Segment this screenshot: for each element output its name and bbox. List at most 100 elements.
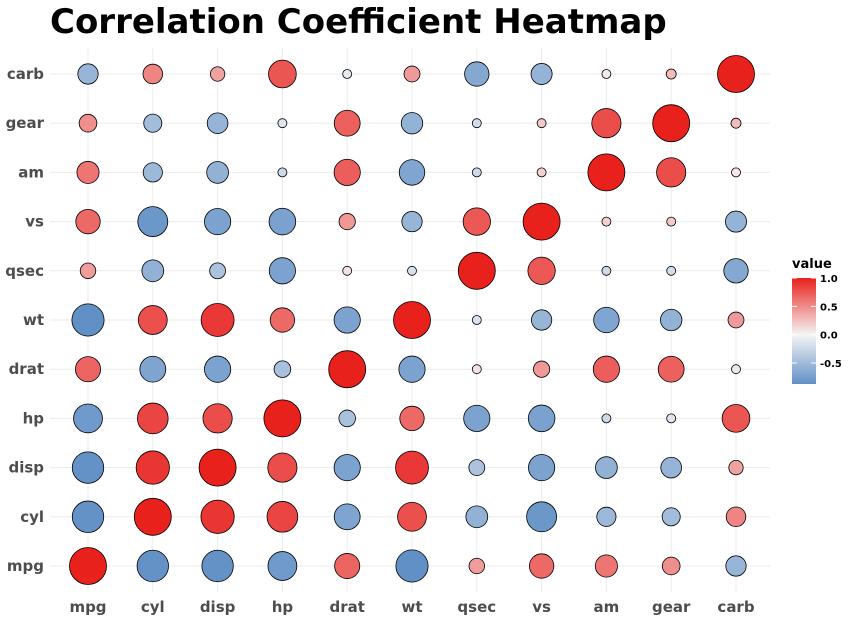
cell-gear-am — [591, 108, 622, 139]
cell-carb-gear — [665, 68, 677, 80]
cell-hp-gear — [666, 413, 677, 424]
x-tick-wt: wt — [401, 598, 422, 616]
cell-disp-gear — [660, 456, 682, 479]
cell-cyl-drat — [333, 503, 361, 531]
cell-am-carb — [731, 167, 741, 178]
cell-cyl-am — [596, 506, 617, 527]
cell-hp-wt — [399, 405, 425, 432]
cell-hp-carb — [721, 404, 751, 433]
cell-gear-gear — [652, 104, 691, 143]
cell-mpg-disp — [201, 549, 234, 583]
cell-hp-am — [601, 413, 612, 424]
cell-wt-gear — [660, 308, 683, 332]
cell-mpg-vs — [528, 553, 555, 579]
cell-carb-cyl — [142, 63, 164, 85]
cell-carb-drat — [342, 69, 353, 79]
cell-drat-cyl — [139, 355, 167, 383]
cell-am-wt — [398, 159, 426, 186]
x-tick-drat: drat — [329, 598, 364, 616]
cell-mpg-cyl — [136, 549, 169, 583]
cell-wt-am — [593, 306, 620, 334]
cell-vs-drat — [338, 213, 356, 231]
chart-title: Correlation Coefficient Heatmap — [50, 2, 667, 42]
x-axis-ticks: mpg cyl disp hp drat wt qsec vs am gear carb — [69, 598, 754, 616]
cell-cyl-qsec — [465, 505, 489, 529]
cell-wt-qsec — [471, 315, 482, 325]
cell-cyl-gear — [661, 507, 681, 527]
cell-cyl-wt — [397, 501, 427, 532]
legend-tick-label: 0.5 — [820, 302, 838, 313]
cell-hp-mpg — [73, 403, 103, 434]
cell-am-drat — [333, 158, 361, 186]
x-tick-cyl: cyl — [141, 598, 165, 616]
cell-hp-vs — [527, 404, 556, 433]
cell-mpg-drat — [334, 553, 361, 579]
cell-mpg-mpg — [69, 547, 107, 585]
cell-vs-carb — [725, 210, 747, 233]
cell-vs-disp — [204, 208, 232, 236]
cell-hp-cyl — [137, 402, 169, 435]
cell-vs-gear — [666, 216, 677, 227]
cell-hp-drat — [338, 409, 356, 428]
cell-wt-mpg — [71, 303, 105, 337]
cell-am-qsec — [471, 167, 482, 178]
cell-disp-hp — [267, 452, 298, 483]
cell-am-am — [587, 153, 626, 192]
y-tick-drat: drat — [9, 360, 44, 378]
cell-gear-vs — [536, 118, 547, 129]
y-tick-qsec: qsec — [5, 262, 44, 280]
cell-cyl-hp — [266, 501, 299, 533]
color-legend: value 1.0 0.5 0.0 -0.5 — [792, 257, 842, 384]
cell-wt-wt — [393, 301, 431, 339]
cell-carb-qsec — [464, 61, 490, 87]
cell-hp-qsec — [463, 404, 491, 432]
cell-disp-qsec — [468, 459, 486, 476]
y-tick-cyl: cyl — [20, 508, 44, 526]
cell-qsec-disp — [209, 262, 226, 280]
cell-qsec-cyl — [141, 259, 165, 283]
cell-gear-hp — [277, 118, 288, 129]
y-tick-disp: disp — [8, 459, 44, 477]
x-tick-qsec: qsec — [457, 598, 496, 616]
cell-mpg-am — [594, 554, 618, 578]
cell-qsec-wt — [407, 265, 417, 276]
cell-am-mpg — [76, 160, 100, 184]
cell-qsec-drat — [342, 265, 353, 276]
cell-carb-am — [601, 69, 612, 79]
y-tick-mpg: mpg — [7, 557, 44, 575]
cell-vs-wt — [401, 211, 423, 233]
cell-gear-carb — [730, 117, 742, 129]
y-tick-carb: carb — [7, 65, 44, 83]
cell-mpg-qsec — [468, 557, 485, 575]
cell-carb-mpg — [77, 63, 99, 85]
cell-cyl-carb — [725, 506, 747, 528]
cell-disp-cyl — [135, 450, 170, 485]
cell-hp-hp — [263, 399, 302, 438]
cell-mpg-wt — [395, 549, 429, 583]
cell-vs-cyl — [137, 206, 169, 237]
cell-wt-disp — [200, 303, 235, 337]
cell-am-hp — [277, 167, 288, 178]
legend-ticks: 1.0 0.5 0.0 -0.5 — [792, 274, 842, 370]
cell-am-disp — [206, 161, 229, 184]
heatmap-cells — [69, 55, 755, 585]
y-tick-am: am — [18, 163, 44, 181]
cell-hp-disp — [202, 403, 233, 434]
cell-disp-carb — [728, 459, 744, 476]
cell-cyl-mpg — [71, 500, 105, 533]
cell-drat-mpg — [75, 356, 101, 383]
cell-wt-hp — [269, 307, 296, 333]
cell-qsec-vs — [527, 256, 556, 285]
y-tick-gear: gear — [6, 114, 45, 132]
cell-vs-hp — [268, 207, 297, 236]
x-tick-gear: gear — [652, 598, 691, 616]
cell-carb-carb — [717, 55, 755, 93]
cell-qsec-gear — [666, 265, 677, 276]
legend-tick-label: 1.0 — [820, 274, 838, 285]
x-tick-am: am — [594, 598, 620, 616]
cell-drat-hp — [273, 360, 292, 378]
y-tick-hp: hp — [23, 409, 45, 427]
cell-qsec-am — [601, 265, 612, 276]
cell-qsec-hp — [268, 257, 296, 285]
